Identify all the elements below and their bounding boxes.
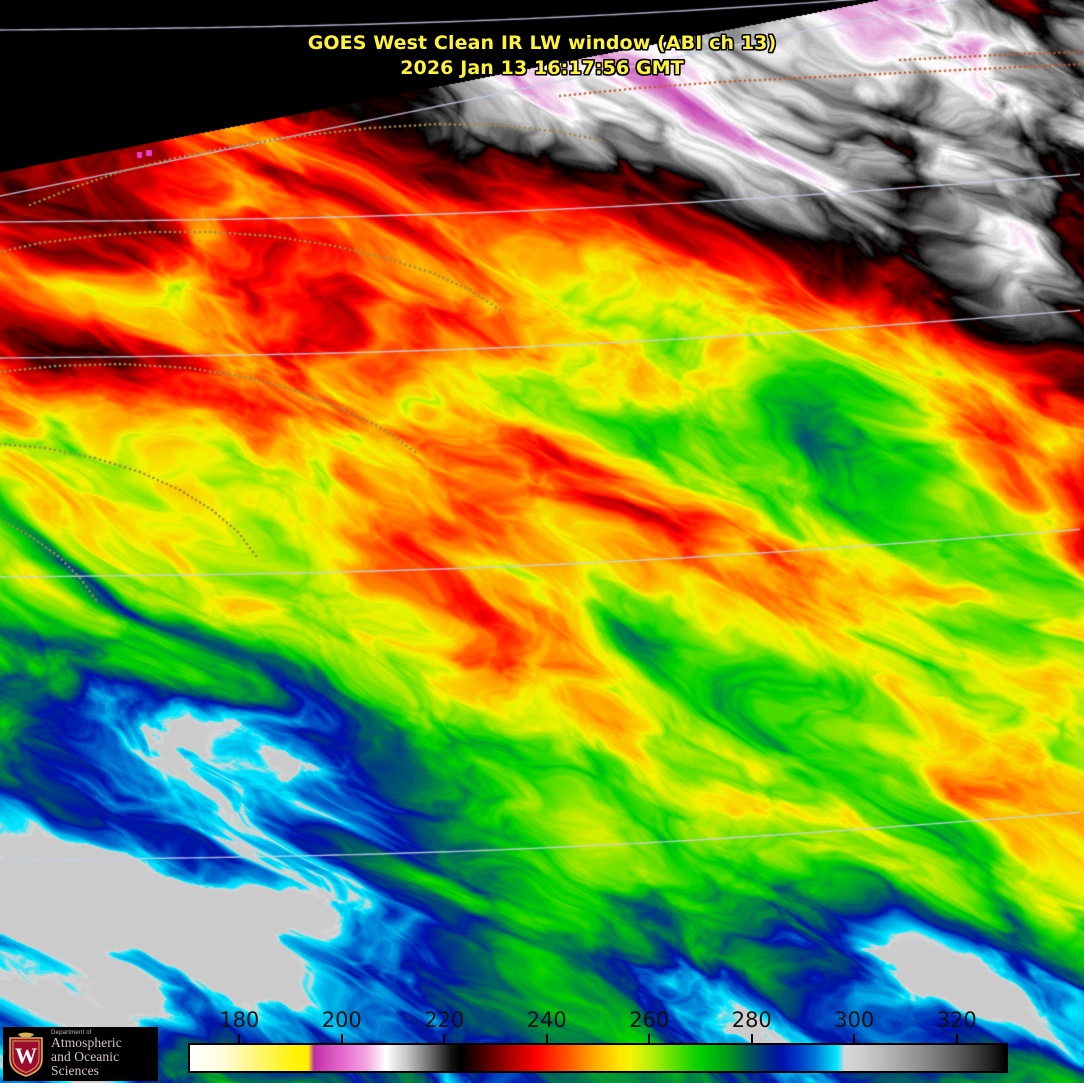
colorbar-tick-label: 220 <box>424 1008 465 1032</box>
colorbar-tick-label: 280 <box>731 1008 772 1032</box>
colorbar-tick-label: 240 <box>526 1008 567 1032</box>
colorbar-tick-label: 260 <box>629 1008 670 1032</box>
colorbar-tick-label: 300 <box>834 1008 875 1032</box>
colorbar-tick-labels: 180 200 220 240 260 280 300 320 <box>188 1008 1008 1034</box>
colorbar-tick-mark <box>545 1034 548 1043</box>
logo-line-atmospheric: Atmospheric <box>51 1035 122 1051</box>
colorbar-tick-mark <box>443 1034 446 1043</box>
colorbar-tick-mark <box>238 1034 241 1043</box>
colorbar-tick-mark <box>853 1034 856 1043</box>
colorbar-tick-label: 180 <box>219 1008 260 1032</box>
logo-line-oceanic: and Oceanic Sciences <box>51 1049 120 1079</box>
colorbar-tick-marks <box>188 1034 1008 1043</box>
institution-logo: W Department of Atmospheric and Oceanic … <box>3 1027 158 1081</box>
colorbar-gradient <box>188 1043 1008 1073</box>
colorbar-tick-label: 320 <box>936 1008 977 1032</box>
colorbar-tick-mark <box>648 1034 651 1043</box>
uw-crest-icon: W <box>6 1031 46 1077</box>
logo-department-label: Department of <box>51 1029 92 1036</box>
temperature-colorbar: 180 200 220 240 260 280 300 320 <box>188 1008 1008 1073</box>
colorbar-tick-mark <box>340 1034 343 1043</box>
colorbar-tick-mark <box>750 1034 753 1043</box>
logo-text-block: Department of Atmospheric and Oceanic Sc… <box>51 1030 158 1078</box>
colorbar-tick-label: 200 <box>321 1008 362 1032</box>
svg-text:W: W <box>15 1043 37 1068</box>
colorbar-tick-mark <box>955 1034 958 1043</box>
